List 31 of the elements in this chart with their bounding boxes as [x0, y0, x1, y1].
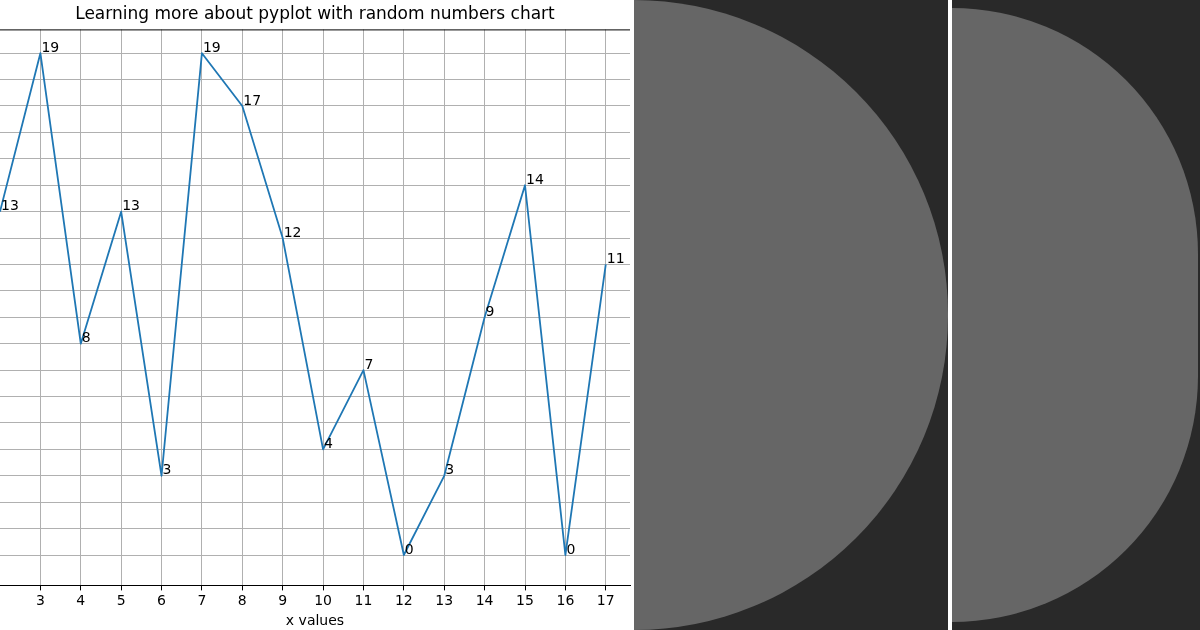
x-axis-title: x values: [285, 612, 345, 629]
chart-title: Learning more about pyplot with random numbers chart: [75, 2, 556, 23]
data-label: 3: [162, 461, 172, 478]
x-tick-label: 16: [556, 592, 575, 609]
x-tick-label: 4: [76, 592, 86, 609]
data-label: 17: [243, 91, 262, 108]
data-label: 8: [81, 329, 91, 346]
x-tick-label: 9: [278, 592, 288, 609]
data-label: 9: [485, 302, 495, 319]
data-label: 19: [202, 38, 221, 55]
x-tick-label: 7: [197, 592, 207, 609]
x-tick-label: 6: [157, 592, 167, 609]
x-tick-label: 12: [394, 592, 413, 609]
data-label: 19: [41, 38, 60, 55]
x-tick-label: 10: [314, 592, 332, 609]
data-label: 3: [445, 461, 455, 478]
data-label: 12: [283, 223, 302, 240]
x-tick-label: 5: [116, 592, 126, 609]
data-label: 13: [122, 197, 140, 214]
x-tick-label: 15: [516, 592, 534, 609]
x-tick-label: 14: [475, 592, 494, 609]
x-tick-label: 17: [596, 592, 615, 609]
x-tick-label: 11: [354, 592, 373, 609]
data-label: 13: [1, 197, 19, 214]
x-tick-label: 8: [237, 592, 247, 609]
data-label: 7: [364, 355, 374, 372]
x-tick-label: 3: [35, 592, 45, 609]
data-label: 11: [606, 250, 625, 267]
x-tick-label: 13: [435, 592, 454, 609]
data-label: 0: [566, 540, 576, 557]
data-label: 14: [526, 170, 544, 187]
